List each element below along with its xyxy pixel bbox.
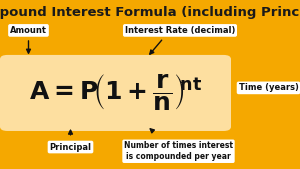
FancyBboxPatch shape [0,55,231,131]
Text: Principal: Principal [50,142,92,152]
Text: $\mathbf{A = P\!\left(1+\dfrac{r}{n}\right)^{\!\!nt}}$: $\mathbf{A = P\!\left(1+\dfrac{r}{n}\rig… [29,72,202,112]
Text: Compound Interest Formula (including Principal): Compound Interest Formula (including Pri… [0,6,300,19]
Text: Number of times interest
is compounded per year: Number of times interest is compounded p… [124,141,233,161]
Text: Time (years): Time (years) [238,83,298,92]
Text: Amount: Amount [10,26,47,35]
Text: Interest Rate (decimal): Interest Rate (decimal) [125,26,235,35]
